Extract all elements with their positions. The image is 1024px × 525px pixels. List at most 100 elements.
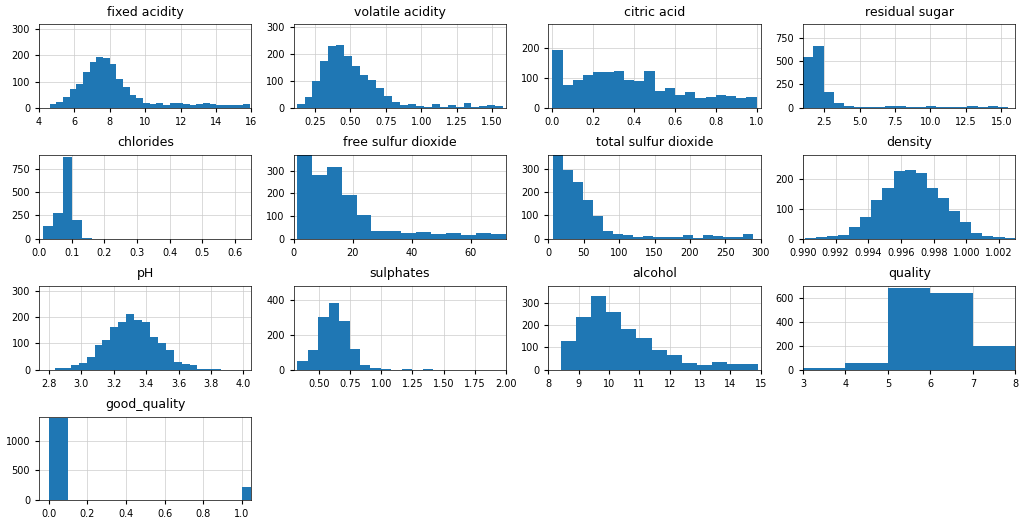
Bar (743, 235, 753, 238)
Bar (73, 220, 82, 238)
Bar (376, 88, 384, 108)
Bar (949, 211, 961, 238)
Bar (55, 368, 62, 370)
Bar (612, 234, 623, 238)
Bar (189, 365, 198, 370)
Bar (624, 80, 634, 108)
Bar (134, 320, 142, 370)
Bar (400, 104, 408, 108)
Bar (685, 92, 695, 108)
Bar (993, 237, 1005, 238)
Bar (197, 104, 203, 108)
Bar (623, 235, 633, 238)
Bar (297, 104, 304, 108)
Title: total sulfur dioxide: total sulfur dioxide (596, 136, 714, 150)
Bar (622, 329, 636, 370)
Title: volatile acidity: volatile acidity (354, 6, 445, 18)
Bar (392, 102, 400, 108)
Bar (142, 322, 150, 370)
Bar (572, 182, 583, 238)
Bar (189, 104, 197, 108)
Bar (62, 368, 71, 370)
Title: density: density (886, 136, 932, 150)
Bar (87, 357, 94, 370)
Bar (183, 104, 189, 108)
Bar (838, 235, 849, 238)
Bar (223, 104, 229, 108)
Bar (644, 70, 654, 108)
Bar (203, 103, 210, 108)
Bar (136, 98, 143, 108)
Bar (56, 102, 63, 108)
Bar (961, 223, 972, 238)
Bar (242, 487, 261, 500)
Bar (575, 317, 591, 370)
Bar (229, 106, 237, 108)
Bar (583, 200, 593, 238)
Bar (298, 361, 308, 370)
Bar (654, 91, 665, 108)
Bar (562, 85, 572, 108)
Title: quality: quality (888, 267, 931, 280)
Bar (583, 75, 593, 108)
Bar (726, 96, 736, 108)
Bar (938, 197, 949, 238)
Bar (70, 89, 77, 108)
Bar (431, 234, 446, 238)
Bar (883, 188, 894, 238)
Bar (304, 97, 312, 108)
Bar (633, 237, 643, 238)
Bar (110, 65, 117, 108)
Bar (723, 237, 733, 238)
Bar (713, 236, 723, 238)
Title: residual sugar: residual sugar (864, 6, 953, 18)
Bar (479, 106, 487, 108)
Title: citric acid: citric acid (624, 6, 685, 18)
Bar (63, 97, 70, 108)
Title: chlorides: chlorides (117, 136, 174, 150)
Bar (103, 58, 110, 108)
Bar (673, 237, 683, 238)
Bar (651, 350, 667, 370)
Bar (336, 45, 344, 108)
Bar (150, 104, 157, 108)
Bar (905, 107, 915, 108)
Bar (327, 166, 342, 238)
Bar (636, 338, 651, 370)
Bar (461, 235, 476, 238)
Bar (53, 213, 62, 238)
Bar (846, 363, 888, 370)
Bar (683, 235, 693, 238)
Bar (937, 107, 947, 108)
Bar (593, 216, 603, 238)
Bar (416, 106, 424, 108)
Bar (982, 236, 993, 238)
Bar (329, 46, 336, 108)
Bar (408, 103, 416, 108)
Bar (368, 80, 376, 108)
Bar (329, 303, 339, 370)
Bar (318, 318, 329, 370)
Bar (813, 46, 823, 108)
Bar (79, 363, 87, 370)
Bar (834, 103, 844, 108)
Bar (973, 345, 1016, 370)
Bar (90, 62, 96, 108)
Bar (716, 95, 726, 108)
Bar (464, 103, 471, 108)
Bar (864, 107, 874, 108)
Bar (634, 81, 644, 108)
Bar (176, 103, 183, 108)
Bar (456, 107, 464, 108)
Bar (553, 50, 562, 108)
Title: free sulfur dioxide: free sulfur dioxide (343, 136, 457, 150)
Bar (297, 150, 311, 238)
Bar (349, 349, 360, 370)
Bar (904, 170, 915, 238)
Bar (874, 107, 885, 108)
Bar (968, 107, 978, 108)
Bar (844, 106, 854, 108)
Title: pH: pH (136, 267, 154, 280)
Bar (885, 107, 895, 108)
Bar (803, 57, 813, 108)
